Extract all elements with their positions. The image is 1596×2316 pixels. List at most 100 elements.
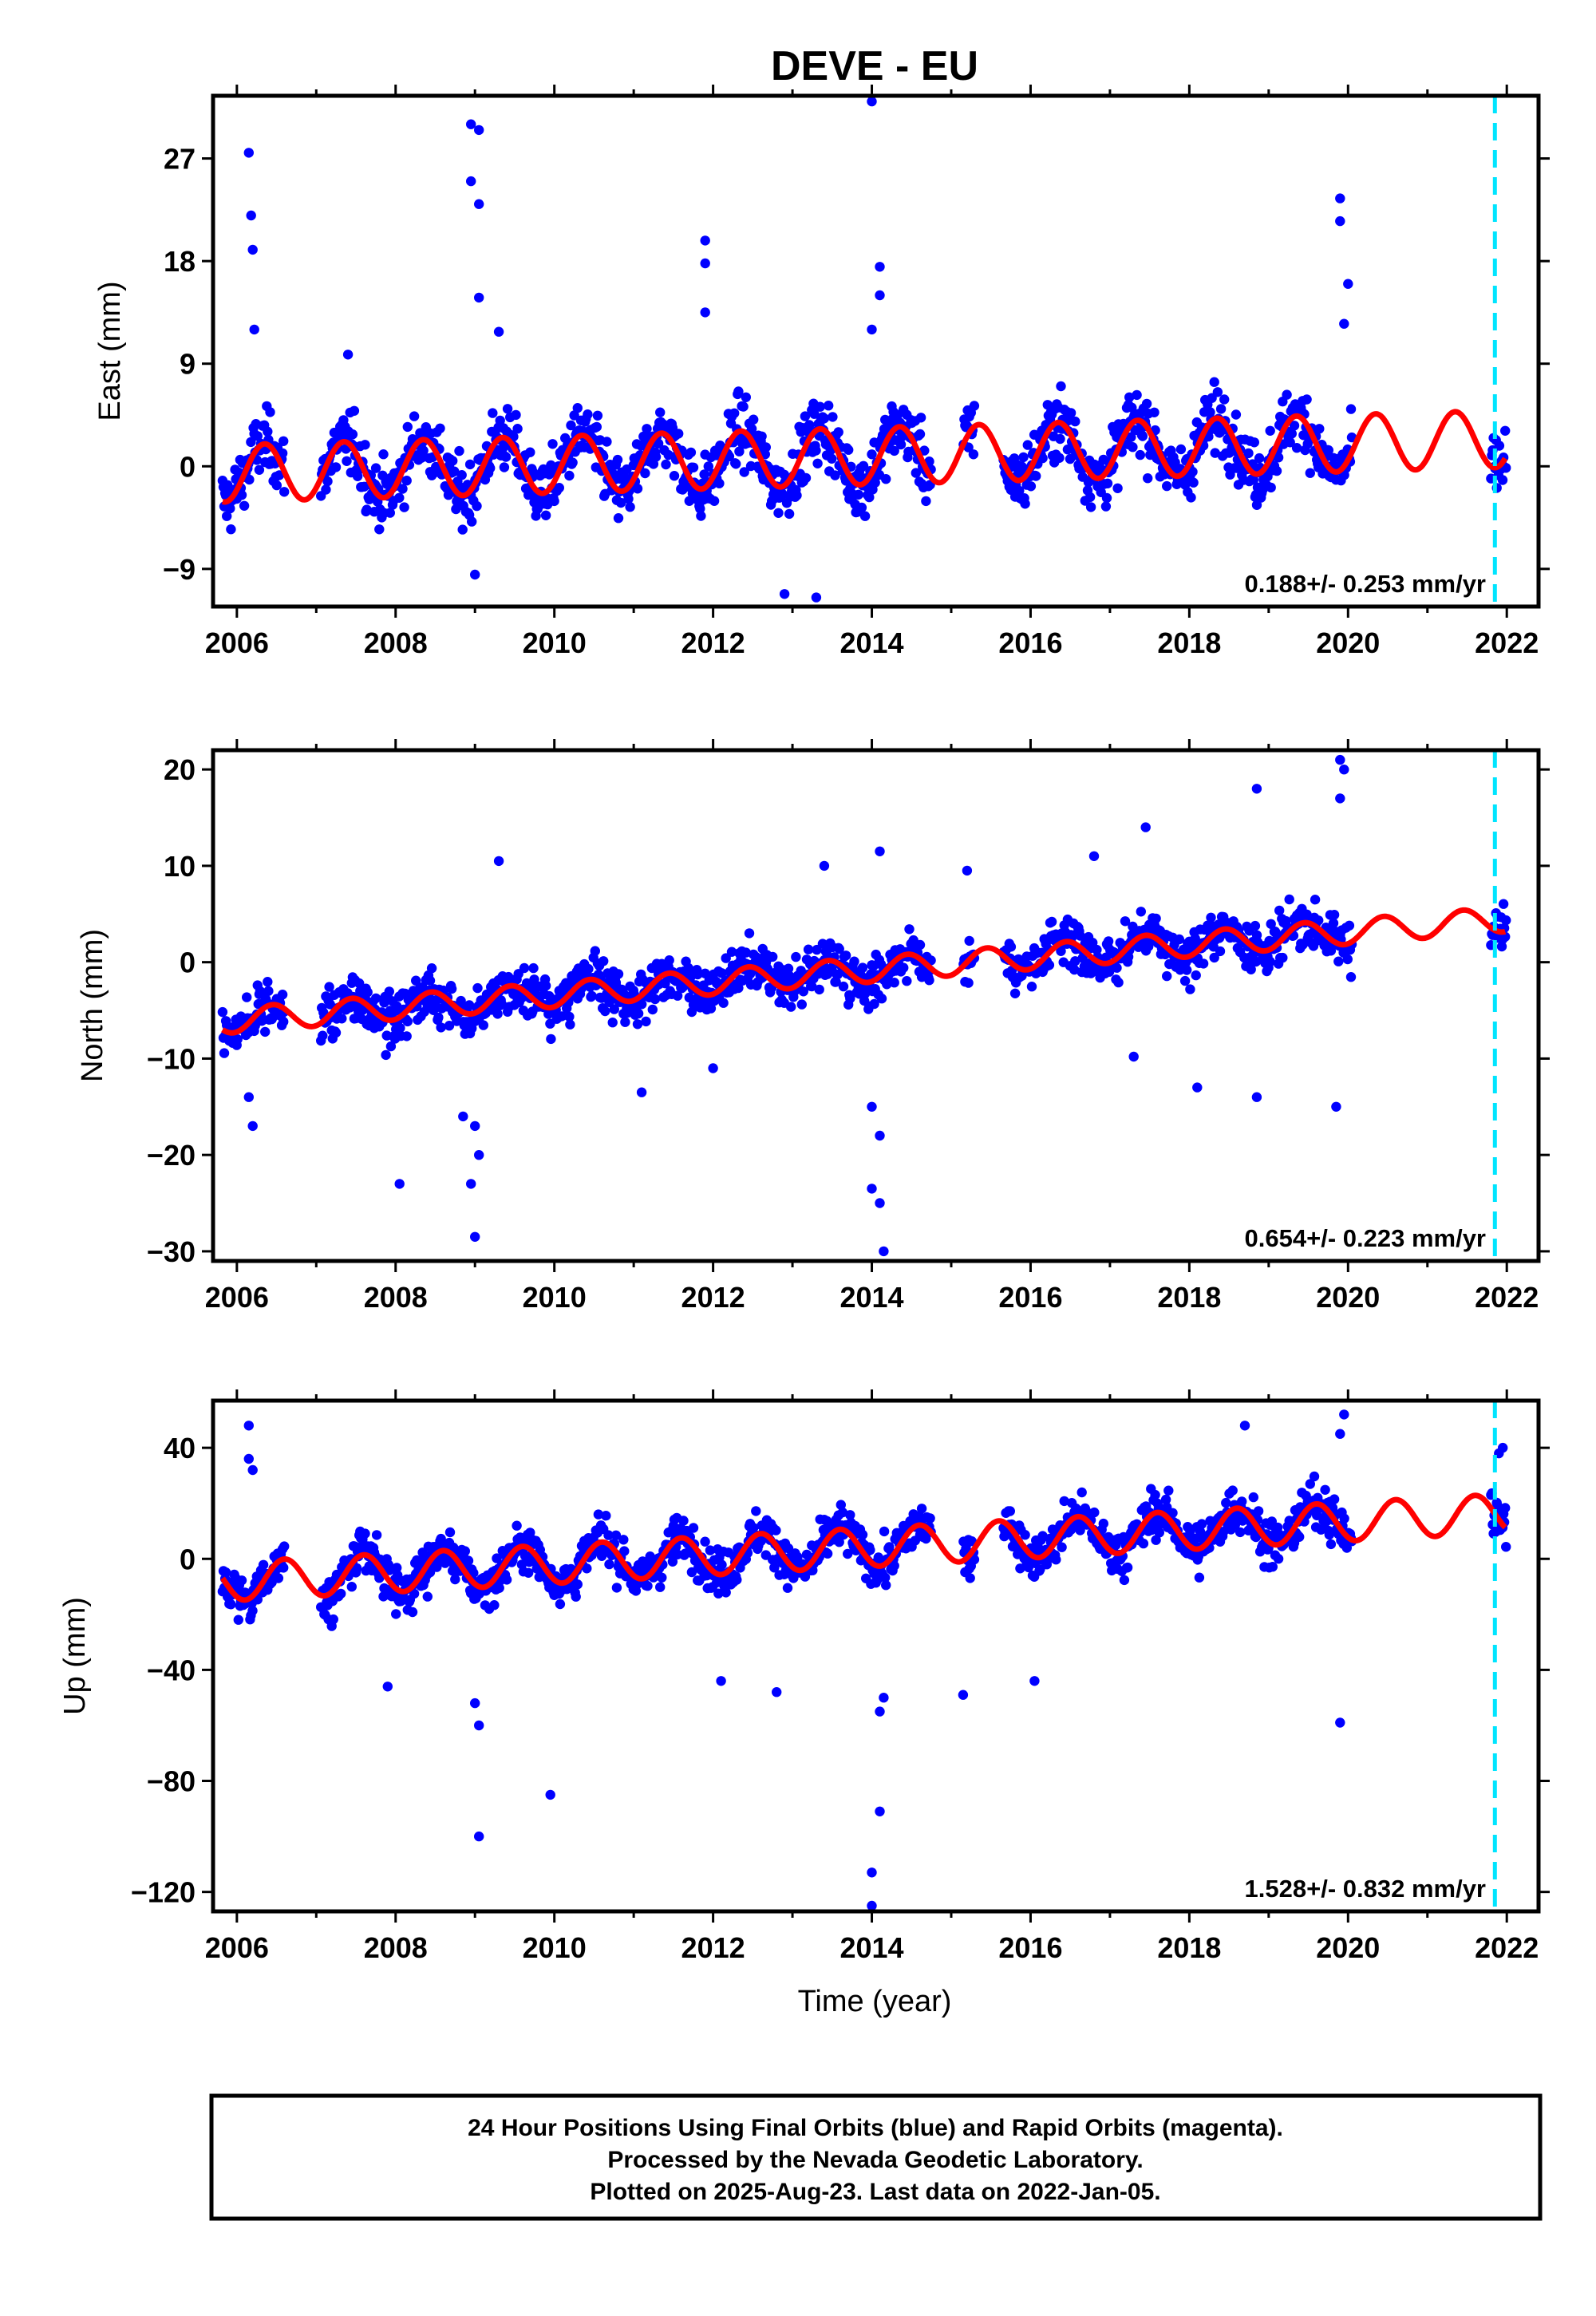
east-point: [1031, 471, 1041, 481]
north-outlier-point: [1335, 793, 1345, 804]
up-point: [642, 1581, 653, 1591]
east-point: [921, 496, 931, 507]
up-point: [618, 1535, 629, 1545]
east-point: [695, 504, 705, 514]
east-point: [703, 461, 713, 472]
east-point: [502, 404, 513, 414]
up-x-tick-label: 2016: [998, 1931, 1062, 1964]
east-point: [650, 452, 662, 462]
up-point: [611, 1583, 622, 1593]
up-outlier-point: [1335, 1429, 1345, 1439]
north-outlier-point: [458, 1111, 468, 1122]
north-point: [277, 990, 288, 1000]
north-point: [721, 953, 731, 963]
east-point: [724, 451, 735, 462]
east-point: [1018, 452, 1029, 463]
north-rate-label: 0.654+/- 0.223 mm/yr: [1245, 1224, 1486, 1252]
east-point: [741, 392, 751, 402]
north-point: [915, 939, 926, 951]
east-point: [274, 470, 285, 480]
east-point: [254, 464, 265, 475]
up-point: [1221, 1497, 1231, 1508]
up-outlier-point: [1339, 1409, 1349, 1420]
east-panel: 2006 2008 2010 2012 2014 2016 2018 2020 2022 −9 0…: [93, 85, 1550, 659]
north-point: [1345, 972, 1357, 982]
east-point: [567, 457, 578, 468]
up-point: [834, 1537, 844, 1547]
east-point: [402, 421, 413, 433]
up-point: [771, 1525, 781, 1535]
east-point: [246, 437, 256, 448]
up-point: [657, 1572, 667, 1583]
north-point: [607, 1018, 618, 1028]
up-point: [1273, 1554, 1284, 1564]
up-outlier-point: [474, 1720, 484, 1731]
east-point: [572, 403, 583, 413]
north-point: [768, 951, 778, 962]
east-point: [454, 445, 464, 456]
east-point: [853, 489, 864, 500]
north-y-tick-label: −30: [147, 1235, 196, 1268]
up-point: [1195, 1526, 1206, 1537]
up-y-tick-label: −40: [147, 1654, 196, 1686]
north-point: [436, 1022, 446, 1033]
up-y-tick-label: −120: [131, 1876, 196, 1909]
north-point: [590, 946, 600, 956]
east-point: [674, 429, 684, 439]
north-point: [1501, 915, 1511, 926]
north-point: [726, 947, 737, 957]
north-point: [1191, 970, 1201, 981]
up-point: [721, 1587, 731, 1598]
east-point: [1285, 437, 1295, 448]
north-point: [1198, 958, 1209, 969]
east-point: [653, 438, 664, 449]
up-y-tick-label: 40: [164, 1432, 196, 1464]
east-point: [804, 420, 815, 430]
east-point: [457, 524, 468, 535]
east-point: [511, 409, 521, 421]
north-outlier-point: [867, 1184, 877, 1194]
east-point: [640, 468, 650, 479]
up-point: [1098, 1518, 1109, 1529]
east-point: [663, 449, 674, 460]
up-point: [371, 1530, 382, 1540]
east-point: [1025, 481, 1037, 492]
up-point: [603, 1530, 614, 1540]
north-x-tick-label: 2018: [1157, 1281, 1221, 1314]
north-point: [633, 1008, 644, 1019]
north-point: [869, 998, 879, 1010]
north-point: [857, 962, 868, 973]
east-point: [733, 386, 744, 397]
east-point: [1085, 502, 1096, 512]
up-point: [1230, 1520, 1241, 1531]
up-point: [494, 1583, 504, 1594]
east-point: [709, 496, 720, 506]
east-outlier-point: [474, 199, 484, 209]
up-rate-label: 1.528+/- 0.832 mm/yr: [1245, 1875, 1486, 1903]
up-point: [392, 1563, 402, 1573]
east-point: [1084, 492, 1096, 503]
east-point: [685, 447, 697, 458]
east-point: [870, 477, 880, 488]
up-point: [247, 1606, 258, 1616]
east-point: [1054, 453, 1065, 463]
north-point: [817, 939, 828, 949]
up-x-tick-label: 2006: [205, 1931, 269, 1964]
east-point: [734, 446, 745, 456]
east-point: [843, 445, 854, 455]
north-y-tick-label: −10: [147, 1042, 196, 1075]
north-point: [1246, 964, 1256, 975]
up-outlier-point: [875, 1806, 885, 1816]
up-point: [782, 1583, 793, 1593]
east-point: [525, 447, 535, 457]
east-point: [830, 470, 840, 480]
up-outlier-point: [879, 1693, 889, 1703]
east-point: [1037, 453, 1048, 464]
east-point: [889, 445, 899, 456]
north-point: [807, 981, 817, 992]
up-point: [800, 1571, 811, 1582]
up-point: [732, 1575, 742, 1585]
north-point: [279, 1017, 289, 1027]
up-point: [713, 1588, 724, 1599]
east-point: [828, 412, 838, 422]
